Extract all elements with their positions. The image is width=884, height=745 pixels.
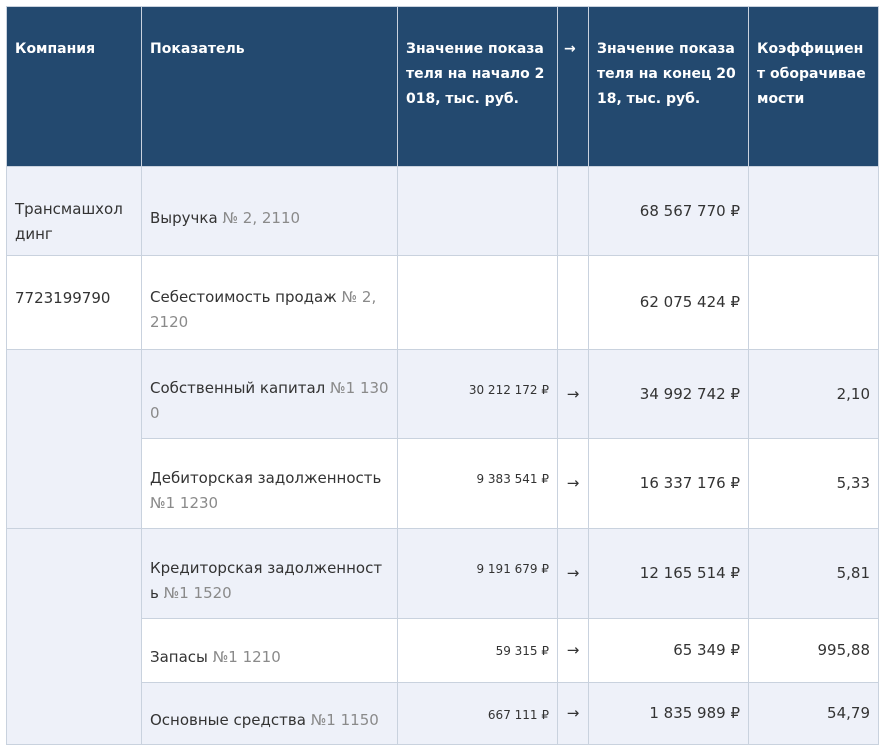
ratio: 2,10	[748, 349, 879, 439]
header-cell: Значение показателя на начало 2018, тыс.…	[397, 6, 558, 167]
end-value: 34 992 742 ₽	[588, 349, 749, 439]
header-cell: Значение показателя на конец 2018, тыс. …	[588, 6, 749, 167]
arrow: →	[557, 528, 589, 619]
code: №1 1230	[150, 493, 219, 512]
end-value: 68 567 770 ₽	[588, 166, 749, 256]
end-value: 12 165 514 ₽	[588, 528, 749, 619]
company: Трансмашхолдинг	[6, 166, 142, 256]
start-value: 9 383 541 ₽	[397, 438, 558, 529]
indicator: Основные средства	[150, 711, 306, 729]
ratio: 5,81	[748, 528, 879, 619]
header-cell: →	[557, 6, 589, 167]
indicator-cell: Собственный капитал №1 1300	[141, 349, 398, 439]
code: №1 1150	[310, 711, 379, 729]
row: Собственный капитал №1 1300 30 212 172 ₽…	[6, 349, 879, 529]
start-value: 30 212 172 ₽	[397, 349, 558, 439]
row: 7723199790 Себестоимость продаж № 2, 212…	[6, 255, 879, 350]
indicator-cell: Выручка № 2, 2110	[141, 166, 398, 256]
ratio: 5,33	[748, 438, 879, 529]
code: №1 1300	[150, 379, 389, 422]
data-table: Компания Показатель Значение показателя …	[6, 6, 879, 745]
end-value: 1 835 989 ₽	[588, 682, 749, 745]
ratio: 995,88	[748, 618, 879, 683]
code: № 2, 2110	[222, 208, 301, 227]
ratio: 54,79	[748, 682, 879, 745]
header-cell: Коэффициент оборачиваемости	[748, 6, 879, 167]
indicator: Собственный капитал	[150, 379, 326, 397]
header-cell: Компания	[6, 6, 142, 167]
header-cell: Показатель	[141, 6, 398, 167]
indicator-cell: Себестоимость продаж № 2, 2120	[141, 255, 398, 350]
start-value: 9 191 679 ₽	[397, 528, 558, 619]
row: Запасы №1 1210 59 315 ₽ → 65 349 ₽ 995,8…	[7, 618, 879, 683]
arrow: →	[557, 438, 589, 529]
arrow: →	[557, 682, 589, 745]
indicator: Дебиторская задолженность	[150, 468, 382, 487]
code: №1 1210	[212, 648, 281, 666]
start-value: 59 315 ₽	[397, 618, 558, 683]
indicator: Кредиторская задолженность	[150, 558, 383, 602]
company: 7723199790	[6, 255, 142, 350]
end-value: 62 075 424 ₽	[588, 255, 749, 350]
indicator-cell: Кредиторская задолженность №1 1520	[141, 528, 398, 619]
row: Трансмашхолдинг Выручка № 2, 2110 68 567…	[6, 166, 879, 256]
indicator: Выручка	[150, 208, 218, 227]
end-value: 16 337 176 ₽	[588, 438, 749, 529]
indicator-cell: Дебиторская задолженность №1 1230	[141, 438, 398, 529]
arrow: →	[557, 349, 589, 439]
page: Компания Показатель Значение показателя …	[6, 6, 879, 745]
code: №1 1520	[163, 583, 232, 602]
indicator: Запасы	[150, 648, 208, 666]
indicator-cell: Основные средства №1 1150	[141, 682, 398, 745]
code: № 2, 2120	[150, 287, 377, 331]
start-value: 667 111 ₽	[397, 682, 558, 745]
indicator: Себестоимость продаж	[150, 287, 337, 306]
row: Кредиторская задолженность №1 1520 9 191…	[6, 528, 879, 745]
header-row: Компания Показатель Значение показателя …	[6, 6, 879, 167]
end-value: 65 349 ₽	[588, 618, 749, 683]
arrow: →	[557, 618, 589, 683]
indicator-cell: Запасы №1 1210	[141, 618, 398, 683]
